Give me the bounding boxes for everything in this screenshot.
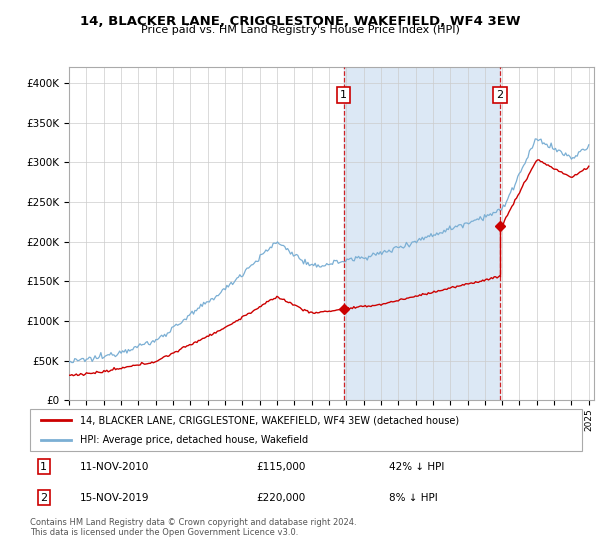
Text: 1: 1 [340, 90, 347, 100]
Text: 14, BLACKER LANE, CRIGGLESTONE, WAKEFIELD, WF4 3EW (detached house): 14, BLACKER LANE, CRIGGLESTONE, WAKEFIEL… [80, 415, 459, 425]
Text: Price paid vs. HM Land Registry's House Price Index (HPI): Price paid vs. HM Land Registry's House … [140, 25, 460, 35]
Text: 2: 2 [40, 493, 47, 503]
Text: 8% ↓ HPI: 8% ↓ HPI [389, 493, 437, 503]
Text: HPI: Average price, detached house, Wakefield: HPI: Average price, detached house, Wake… [80, 435, 308, 445]
Text: Contains HM Land Registry data © Crown copyright and database right 2024.
This d: Contains HM Land Registry data © Crown c… [30, 518, 356, 538]
Bar [344, 67, 500, 400]
Text: £220,000: £220,000 [256, 493, 305, 503]
Text: 15-NOV-2019: 15-NOV-2019 [80, 493, 149, 503]
Text: 11-NOV-2010: 11-NOV-2010 [80, 461, 149, 472]
Text: £115,000: £115,000 [256, 461, 305, 472]
Text: 42% ↓ HPI: 42% ↓ HPI [389, 461, 444, 472]
FancyBboxPatch shape [30, 409, 582, 451]
Text: 1: 1 [40, 461, 47, 472]
Text: 14, BLACKER LANE, CRIGGLESTONE, WAKEFIELD, WF4 3EW: 14, BLACKER LANE, CRIGGLESTONE, WAKEFIEL… [80, 15, 520, 27]
Text: 2: 2 [496, 90, 503, 100]
